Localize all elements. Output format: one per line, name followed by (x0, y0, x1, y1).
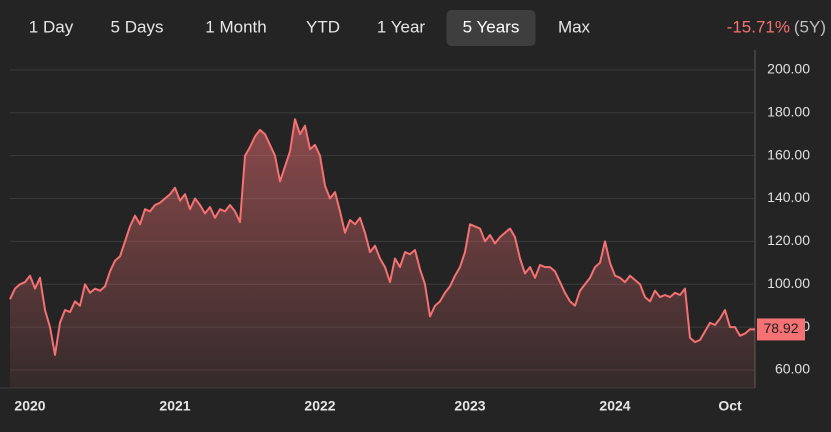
x-tick-label: 2022 (304, 398, 335, 414)
x-tick-label: Oct (718, 398, 742, 414)
range-button[interactable]: 1 Month (205, 17, 266, 36)
range-button[interactable]: 5 Days (111, 17, 164, 36)
area-fill (10, 119, 755, 388)
y-tick-label: 140.00 (767, 189, 810, 205)
last-price-label: 78.92 (763, 320, 798, 336)
y-tick-label: 200.00 (767, 61, 810, 77)
x-tick-label: 2023 (454, 398, 485, 414)
x-tick-label: 2021 (159, 398, 190, 414)
range-button[interactable]: YTD (306, 17, 340, 36)
range-button[interactable]: 1 Day (29, 17, 74, 36)
y-tick-label: 100.00 (767, 275, 810, 291)
range-button-selected[interactable] (446, 10, 536, 46)
x-tick-label: 2020 (14, 398, 45, 414)
y-tick-label: 160.00 (767, 146, 810, 162)
range-button[interactable]: 5 Years (463, 17, 520, 36)
y-tick-label: 120.00 (767, 232, 810, 248)
x-tick-label: 2024 (599, 398, 630, 414)
range-button[interactable]: 1 Year (377, 17, 426, 36)
y-tick-label: 60.00 (775, 361, 810, 377)
change-period: (5Y) (794, 17, 826, 36)
change-percent: -15.71% (727, 17, 790, 36)
last-price-tag (757, 318, 805, 341)
range-button[interactable]: Max (558, 17, 591, 36)
price-line (9, 118, 756, 356)
y-tick-label: 180.00 (767, 104, 810, 120)
